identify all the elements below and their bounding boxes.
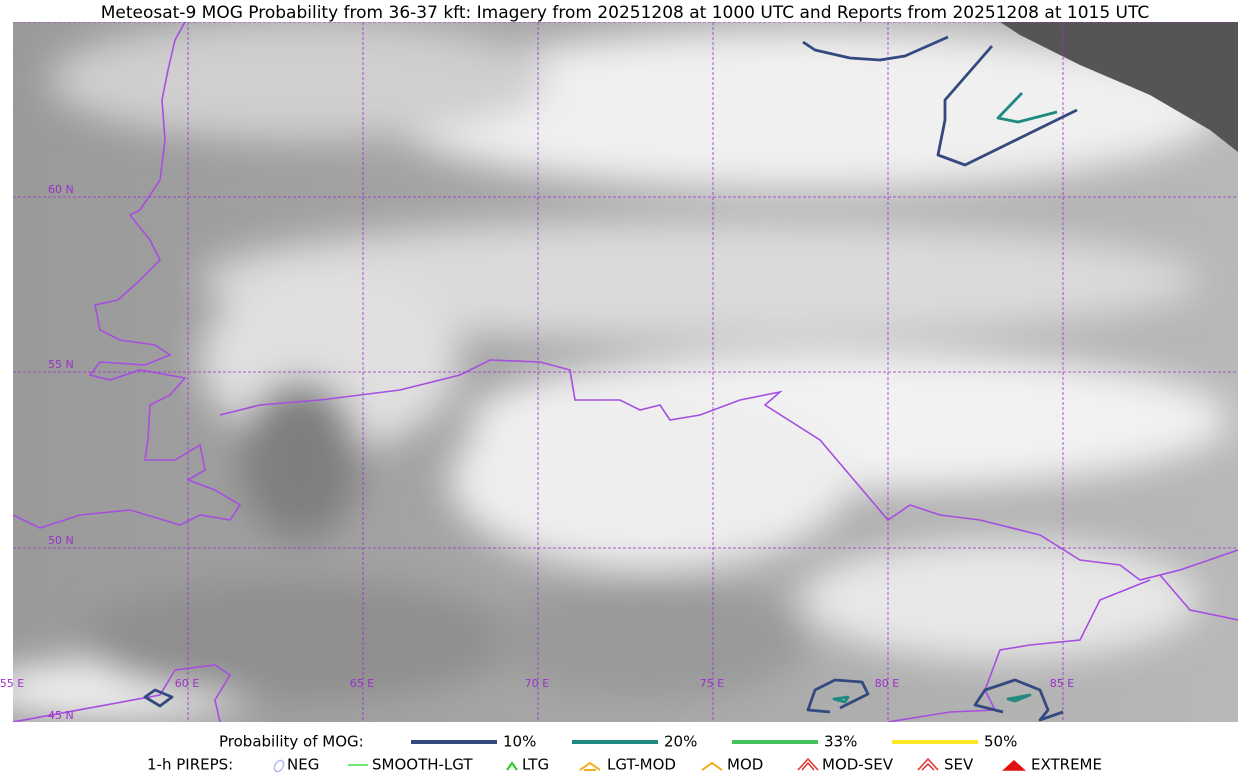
lat-label: 45 N <box>48 709 74 722</box>
lon-label: 85 E <box>1050 677 1074 690</box>
lat-label: 50 N <box>48 534 74 547</box>
legend: Probability of MOG: 1-h PIREPS: 10% 20% 33… <box>147 733 1102 774</box>
legend-item: LGT-MOD <box>607 756 676 774</box>
lat-label: 55 N <box>48 358 74 371</box>
graticule <box>13 22 1238 722</box>
borders <box>13 22 1238 722</box>
title: Meteosat-9 MOG Probability from 36-37 kf… <box>101 3 1150 23</box>
legend-item: MOD <box>727 756 763 774</box>
legend-item: 50% <box>984 733 1017 751</box>
legend-item: LTG <box>522 756 549 774</box>
lon-label: 55 E <box>0 677 24 690</box>
legend-item: 33% <box>824 733 857 751</box>
lon-label: 65 E <box>350 677 374 690</box>
mog-contours <box>143 35 1078 722</box>
lon-label: 80 E <box>875 677 899 690</box>
satellite-image <box>13 22 1238 722</box>
legend-item: 20% <box>664 733 697 751</box>
legend-item: SEV <box>944 756 974 774</box>
legend-item: 10% <box>503 733 536 751</box>
legend-item: MOD-SEV <box>822 756 894 774</box>
lon-label: 60 E <box>175 677 199 690</box>
lon-label: 75 E <box>700 677 724 690</box>
legend-item: SMOOTH-LGT <box>372 756 473 774</box>
legend-label: Probability of MOG: <box>219 733 364 751</box>
legend-item: EXTREME <box>1031 756 1102 774</box>
legend-item: NEG <box>287 756 319 774</box>
lon-labels: 55 E 60 E 65 E 70 E 75 E 80 E 85 E <box>0 677 1074 690</box>
pirep-icons <box>273 757 1026 773</box>
lat-label: 60 N <box>48 183 74 196</box>
lat-labels: 60 N 55 N 50 N 45 N <box>48 183 74 722</box>
legend-label: 1-h PIREPS: <box>147 756 233 774</box>
lon-label: 70 E <box>525 677 549 690</box>
